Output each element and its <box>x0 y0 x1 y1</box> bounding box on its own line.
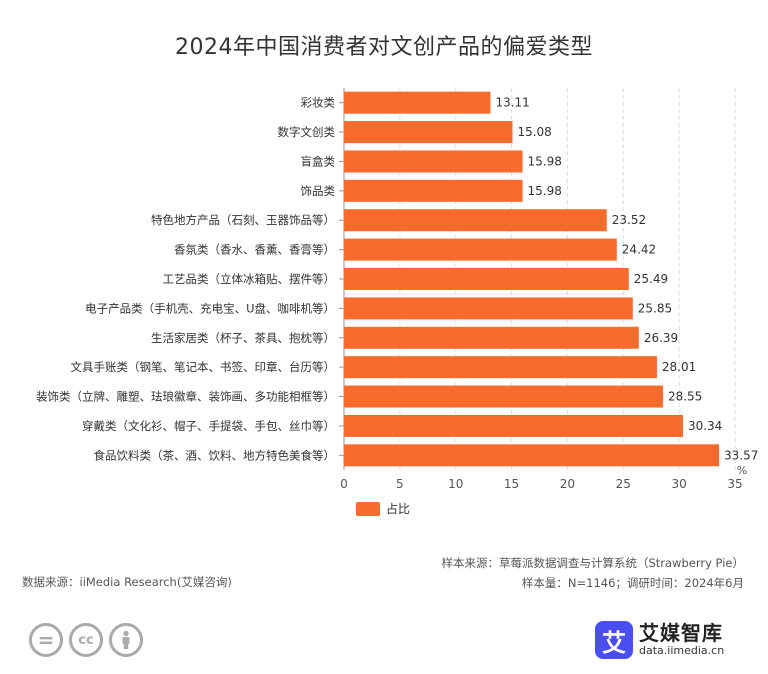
category-label: 盲盒类 <box>301 154 336 168</box>
bar <box>344 414 683 437</box>
bar <box>344 238 617 261</box>
data-label: 30.34 <box>688 419 722 433</box>
brand-name: 艾媒智库 <box>639 621 723 645</box>
legend-label: 占比 <box>386 502 411 516</box>
sample-info: 样本量：N=1146；调研时间：2024年6月 <box>521 576 744 590</box>
bar <box>344 268 629 290</box>
bar <box>344 385 663 408</box>
category-label: 生活家居类（杯子、茶具、抱枕等） <box>151 331 335 345</box>
category-label: 饰品类 <box>301 184 336 198</box>
person-icon <box>109 623 143 657</box>
data-label: 26.39 <box>644 331 678 345</box>
x-unit-label: % <box>737 464 747 477</box>
brand-logo-icon: 艾 <box>595 621 633 659</box>
data-label: 15.98 <box>528 184 562 198</box>
data-label: 25.85 <box>638 301 672 315</box>
data-label: 33.57 <box>724 448 758 462</box>
data-label: 15.08 <box>517 125 551 139</box>
data-label: 24.42 <box>622 243 656 257</box>
data-label: 28.55 <box>668 390 702 404</box>
bar <box>344 209 607 232</box>
brand[interactable]: 艾 艾媒智库 data.iimedia.cn <box>595 621 724 659</box>
bar <box>344 297 633 320</box>
data-label: 13.11 <box>495 96 529 110</box>
category-label: 工艺品类（立体冰箱贴、摆件等） <box>163 272 336 286</box>
category-label: 特色地方产品（石刻、玉器饰品等） <box>151 213 335 227</box>
data-label: 15.98 <box>528 154 562 168</box>
bar <box>344 121 513 144</box>
sample-source: 样本来源：草莓派数据调查与计算系统（Strawberry Pie） <box>441 556 744 570</box>
bar <box>344 444 720 467</box>
footer-notes: 样本来源：草莓派数据调查与计算系统（Strawberry Pie） 样本量：N=… <box>441 553 744 593</box>
brand-url: data.iimedia.cn <box>639 644 725 657</box>
category-label: 文具手账类（钢笔、笔记本、书签、印章、台历等） <box>71 360 336 374</box>
chart-title: 2024年中国消费者对文创产品的偏爱类型 <box>175 35 593 60</box>
brand-text: 艾媒智库 data.iimedia.cn <box>639 622 724 658</box>
x-tick-label: 0 <box>340 477 348 491</box>
bar <box>344 91 491 114</box>
category-label: 彩妆类 <box>301 96 336 110</box>
category-label: 香氛类（香水、香薰、香膏等） <box>174 243 335 257</box>
x-tick-label: 15 <box>504 477 519 491</box>
cc-icon: cc <box>69 623 103 657</box>
data-label: 23.52 <box>612 213 646 227</box>
x-tick-label: 5 <box>396 477 404 491</box>
x-tick-label: 25 <box>616 477 631 491</box>
data-label: 28.01 <box>662 360 696 374</box>
person-glyph <box>122 630 130 649</box>
data-label: 25.49 <box>634 272 668 286</box>
bar <box>344 356 657 379</box>
x-tick-label: 20 <box>560 477 575 491</box>
category-label: 装饰类（立牌、雕塑、珐琅徽章、装饰画、多功能相框等） <box>36 390 335 404</box>
legend[interactable]: 占比 <box>356 500 410 517</box>
category-label: 数字文创类 <box>278 125 336 139</box>
legend-swatch <box>356 501 380 516</box>
data-source: 数据来源：iiMedia Research(艾媒咨询) <box>22 575 232 589</box>
bar <box>344 150 523 173</box>
equals-icon: = <box>29 623 63 657</box>
bar <box>344 179 523 202</box>
bar <box>344 326 639 349</box>
category-label: 电子产品类（手机壳、充电宝、U盘、咖啡机等） <box>85 301 335 315</box>
category-label: 穿戴类（文化衫、帽子、手提袋、手包、丝巾等） <box>82 419 335 433</box>
bar-chart: 0 5 10 15 20 25 30 35% 彩妆类 13.11 数字文创类 15.08 盲盒类 15.9… <box>36 88 758 491</box>
x-tick-label: 30 <box>672 477 687 491</box>
license-icons: = cc <box>29 623 143 657</box>
x-tick-label: 35 <box>727 477 742 491</box>
x-tick-label: 10 <box>448 477 463 491</box>
category-label: 食品饮料类（茶、酒、饮料、地方特色美食等） <box>94 448 336 462</box>
